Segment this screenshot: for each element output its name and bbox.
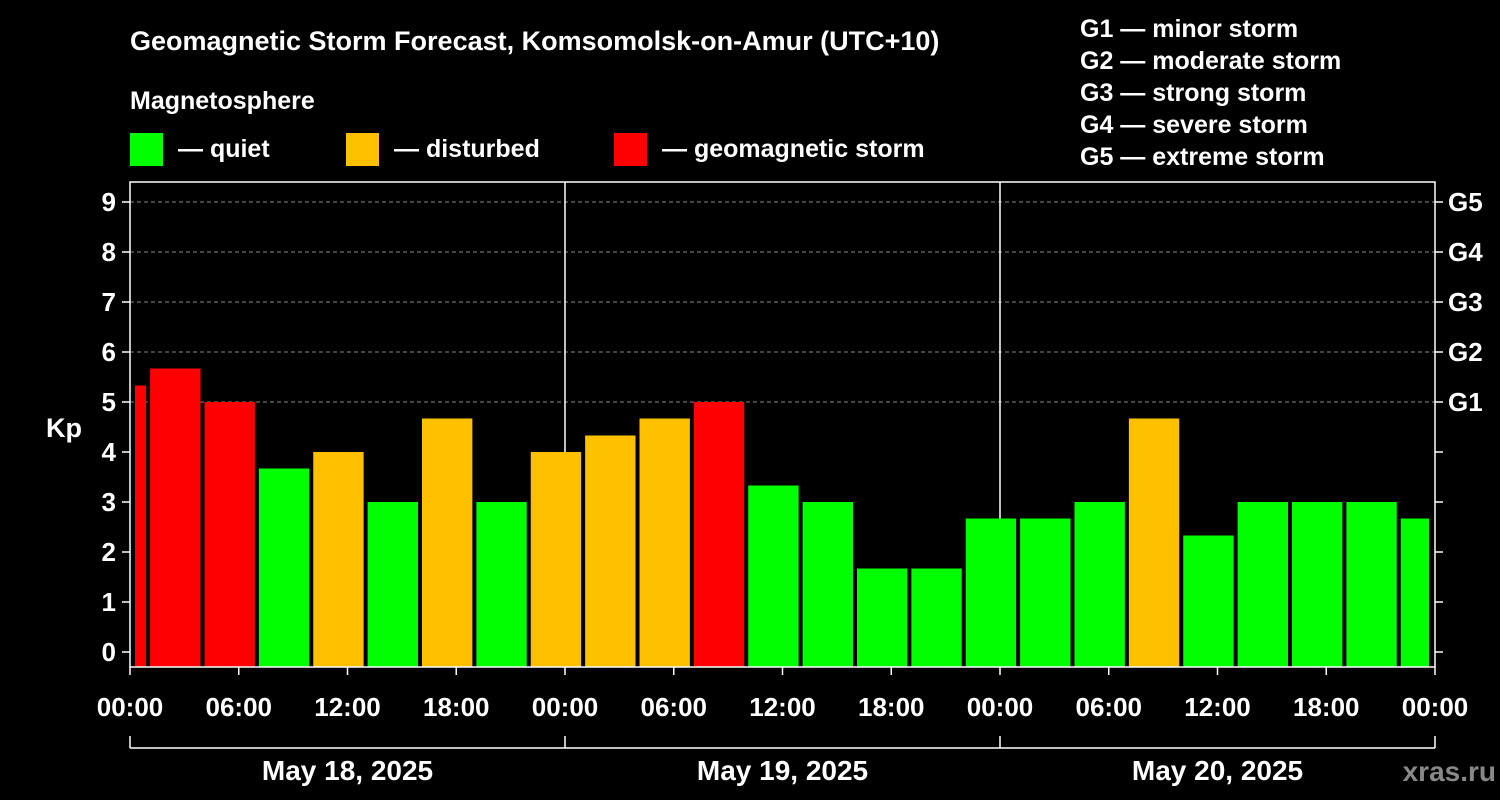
- x-tick-label: 18:00: [1293, 692, 1360, 722]
- bar-7: [476, 502, 527, 667]
- storm-scale-g3: G3 — strong storm: [1080, 79, 1306, 107]
- bar-6: [422, 418, 473, 667]
- bar-24: [1400, 518, 1429, 667]
- bar-8: [530, 452, 582, 667]
- storm-scale-g1: G1 — minor storm: [1080, 15, 1298, 43]
- g-level-label-g3: G3: [1448, 287, 1483, 317]
- gridlines: [130, 201, 1435, 403]
- x-tick-label: 00:00: [1402, 692, 1469, 722]
- bar-15: [911, 568, 962, 667]
- bar-1: [150, 368, 201, 667]
- legend-swatch-quiet: [130, 133, 163, 166]
- g-level-label-g4: G4: [1448, 237, 1483, 267]
- legend-title: Magnetosphere: [130, 87, 315, 115]
- date-axis: May 18, 2025 May 19, 2025 May 20, 2025: [129, 736, 1436, 786]
- legend-label-quiet: — quiet: [178, 135, 270, 163]
- bar-5: [367, 502, 418, 667]
- date-label: May 19, 2025: [697, 755, 868, 786]
- y-tick-label-2: 2: [102, 537, 116, 567]
- y-axis: 0 1 2 3 4 5 6 7 8 9: [102, 187, 130, 667]
- legend: — quiet — disturbed — geomagnetic storm: [130, 133, 925, 166]
- legend-label-disturbed: — disturbed: [394, 135, 540, 163]
- y-tick-label-5: 5: [102, 387, 116, 417]
- y-tick-label-3: 3: [102, 487, 116, 517]
- bar-21: [1237, 502, 1288, 667]
- storm-scale-g4: G4 — severe storm: [1080, 111, 1308, 139]
- bar-0: [135, 385, 147, 667]
- x-tick-label: 12:00: [749, 692, 816, 722]
- x-tick-label: 00:00: [967, 692, 1034, 722]
- bar-9: [585, 435, 636, 667]
- watermark: xras.ru: [1403, 756, 1496, 787]
- bar-19: [1128, 418, 1180, 667]
- date-label: May 20, 2025: [1132, 755, 1303, 786]
- storm-scale-g5: G5 — extreme storm: [1080, 143, 1325, 171]
- legend-swatch-disturbed: [346, 133, 379, 166]
- bar-10: [639, 418, 690, 667]
- chart-title: Geomagnetic Storm Forecast, Komsomolsk-o…: [130, 26, 939, 56]
- x-tick-label: 12:00: [1184, 692, 1251, 722]
- x-tick-label: 12:00: [314, 692, 381, 722]
- g-level-label-g5: G5: [1448, 187, 1483, 217]
- bar-12: [748, 485, 799, 667]
- storm-scale-legend: G1 — minor storm G2 — moderate storm G3 — …: [1080, 15, 1341, 171]
- x-tick-label: 00:00: [532, 692, 599, 722]
- x-tick-label: 18:00: [423, 692, 490, 722]
- y-tick-label-0: 0: [102, 637, 116, 667]
- bars: [135, 368, 1429, 667]
- g-level-label-g2: G2: [1448, 337, 1483, 367]
- legend-label-storm: — geomagnetic storm: [662, 135, 925, 163]
- y-tick-label-7: 7: [102, 287, 116, 317]
- y-tick-label-6: 6: [102, 337, 116, 367]
- y-axis-label: Kp: [46, 413, 82, 443]
- x-tick-label: 06:00: [641, 692, 708, 722]
- legend-swatch-storm: [614, 133, 647, 166]
- x-tick-label: 06:00: [1076, 692, 1143, 722]
- bar-2: [204, 402, 255, 667]
- y-tick-label-9: 9: [102, 187, 116, 217]
- date-label: May 18, 2025: [262, 755, 433, 786]
- bar-3: [258, 468, 310, 667]
- x-tick-label: 18:00: [858, 692, 925, 722]
- bar-13: [802, 502, 853, 667]
- x-tick-label: 06:00: [206, 692, 273, 722]
- y-tick-label-1: 1: [102, 587, 116, 617]
- bar-4: [313, 452, 364, 667]
- bar-11: [693, 402, 745, 667]
- bar-20: [1183, 535, 1234, 667]
- bar-17: [1020, 518, 1071, 667]
- y-tick-label-8: 8: [102, 237, 116, 267]
- bar-16: [965, 518, 1017, 667]
- x-tick-label: 00:00: [97, 692, 164, 722]
- g-level-label-g1: G1: [1448, 387, 1483, 417]
- storm-scale-g2: G2 — moderate storm: [1080, 47, 1341, 75]
- y-tick-label-4: 4: [102, 437, 117, 467]
- bar-22: [1292, 502, 1343, 667]
- x-axis: 00:00 06:00 12:00 18:00 00:00 06:00 12:00 18:00…: [97, 667, 1469, 722]
- bar-14: [857, 568, 908, 667]
- storm-level-axis: G1 G2 G3 G4 G5: [1435, 187, 1483, 653]
- bar-23: [1346, 502, 1397, 667]
- bar-18: [1074, 502, 1125, 667]
